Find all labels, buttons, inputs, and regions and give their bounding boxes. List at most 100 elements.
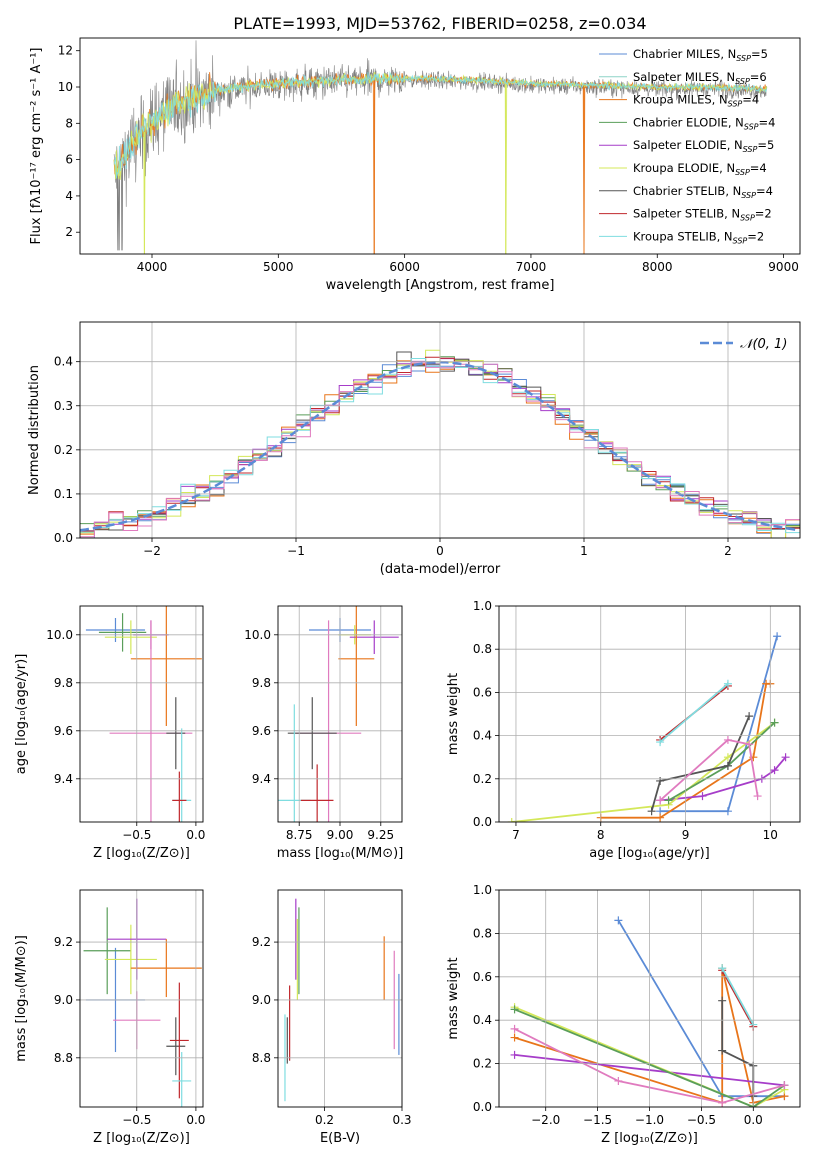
y-tick-label: 9.0: [54, 993, 73, 1007]
x-tick-label: 9.25: [367, 828, 394, 842]
x-tick-label: 9: [682, 828, 690, 842]
x-axis-label: Z [log₁₀(Z/Z⊙)]: [601, 1131, 698, 1146]
y-tick-label: 9.2: [252, 935, 271, 949]
axes-frame: [277, 605, 403, 823]
x-tick-label: 0.0: [744, 1113, 763, 1127]
weight-marker: [647, 807, 656, 816]
x-tick-label: 9000: [768, 260, 799, 274]
legend-value: =6: [750, 70, 767, 84]
weight-marker: [664, 796, 673, 805]
weight-marker: [656, 776, 665, 785]
legend-entry: Salpeter ELODIE, NSSP=5: [633, 138, 774, 154]
x-axis-label: Z [log₁₀(Z/Z⊙)]: [93, 1131, 190, 1146]
plot-area: [113, 40, 768, 254]
x-tick-label: 7000: [516, 260, 547, 274]
x-tick-label: 0: [436, 544, 444, 558]
y-tick-label: 0.0: [54, 531, 73, 545]
weight-marker: [745, 712, 754, 721]
y-tick-label: 0.6: [473, 970, 492, 984]
axes-spectrum: 4000 5000 6000 7000 8000 9000 2 4 6 8 10 12 waveleng…: [29, 37, 801, 293]
y-tick-label: 1.0: [473, 599, 492, 613]
plot-area: [85, 606, 202, 822]
y-tick-label: 0.3: [54, 399, 73, 413]
x-tick-label: 4000: [137, 260, 168, 274]
legend-value: =4: [750, 161, 767, 175]
weight-marker: [723, 735, 732, 744]
weight-marker: [753, 792, 762, 801]
legend-value: =5: [751, 47, 768, 61]
x-tick-label: 6000: [389, 260, 420, 274]
x-axis-label: mass [log₁₀(M/M⊙)]: [277, 846, 404, 861]
weight-series-line: [514, 1006, 785, 1107]
x-tick-label: 0.0: [186, 828, 205, 842]
legend-value: =4: [742, 93, 759, 107]
weight-marker: [656, 796, 665, 805]
weight-marker: [510, 1024, 519, 1033]
axes-frame: [79, 37, 801, 255]
y-tick-label: 9.2: [54, 935, 73, 949]
legend-sub: SSP: [733, 236, 748, 245]
legend-sub: SSP: [741, 191, 756, 200]
y-axis-label: mass [log₁₀(M/M⊙)]: [14, 935, 29, 1062]
weight-series-line: [721, 969, 755, 1028]
weight-marker: [507, 818, 516, 822]
axes-weight_vs_Z: −2.0 −1.5 −1.0 −0.5 0.0 0.0 0.2 0.4 0.6 0.8 1.0 Z […: [446, 883, 801, 1146]
weight-marker: [656, 738, 665, 747]
y-tick-label: 8.8: [252, 1051, 271, 1065]
x-tick-label: −0.5: [687, 1113, 716, 1127]
model-spectrum-line: [113, 71, 768, 179]
legend-label: Kroupa MILES, N: [633, 93, 728, 107]
weight-marker: [718, 1098, 727, 1107]
y-tick-label: 9.0: [252, 993, 271, 1007]
x-axis-label: age [log₁₀(age/yr)]: [589, 846, 710, 861]
legend-label: Salpeter ELODIE, N: [633, 138, 743, 152]
y-tick-label: 4: [65, 189, 73, 203]
y-tick-label: 8: [65, 116, 73, 130]
x-tick-label: 0.0: [186, 1113, 205, 1127]
weight-series-line: [659, 738, 759, 802]
weight-marker: [510, 1005, 519, 1014]
y-tick-label: 10.0: [46, 628, 73, 642]
y-tick-label: 10: [58, 80, 73, 94]
legend-label: Salpeter MILES, N: [633, 70, 735, 84]
legend-value: =4: [759, 115, 776, 129]
y-axis-label: mass weight: [446, 673, 461, 755]
legend-value: =5: [757, 138, 774, 152]
y-tick-label: 0.2: [473, 1057, 492, 1071]
x-axis-label: E(B-V): [320, 1131, 360, 1146]
weight-marker: [510, 1050, 519, 1059]
legend-entry: Salpeter STELIB, NSSP=2: [633, 207, 772, 223]
x-axis-label: (data-model)/error: [380, 562, 501, 577]
legend-entry: Chabrier ELODIE, NSSP=4: [633, 115, 775, 131]
legend-value: =4: [756, 184, 773, 198]
weight-marker: [723, 761, 732, 770]
y-tick-label: 0.0: [473, 815, 492, 829]
x-tick-label: 10: [763, 828, 778, 842]
weight-marker: [773, 632, 782, 641]
weight-marker: [781, 753, 790, 762]
weight-marker: [718, 996, 727, 1005]
weight-marker: [614, 1076, 623, 1085]
y-tick-label: 10.0: [244, 628, 271, 642]
figure-title: PLATE=1993, MJD=53762, FIBERID=0258, z=0…: [233, 14, 646, 33]
legend-entry: Salpeter MILES, NSSP=6: [633, 70, 767, 86]
x-tick-label: −1: [287, 544, 305, 558]
legend-entry: Kroupa STELIB, NSSP=2: [633, 229, 764, 245]
y-tick-label: 0.8: [473, 926, 492, 940]
weight-marker: [656, 813, 665, 822]
y-tick-label: 0.6: [473, 685, 492, 699]
x-tick-label: −2: [143, 544, 161, 558]
legend-label: Kroupa ELODIE, N: [633, 161, 735, 175]
y-tick-label: 0.0: [473, 1100, 492, 1114]
y-tick-label: 9.8: [54, 676, 73, 690]
legend-entry: 𝒩(0, 1): [740, 337, 787, 352]
weight-marker: [510, 1033, 519, 1042]
legend-entry: Chabrier STELIB, NSSP=4: [633, 184, 773, 200]
legend-label: Chabrier ELODIE, N: [633, 115, 744, 129]
legend-sub: SSP: [744, 122, 759, 131]
axes-frame: [79, 889, 204, 1108]
y-axis-label: Flux [fλ10⁻¹⁷ erg cm⁻² s⁻¹ A⁻¹]: [29, 48, 44, 245]
weight-series-line: [721, 967, 755, 1025]
x-tick-label: 0.3: [392, 1113, 411, 1127]
